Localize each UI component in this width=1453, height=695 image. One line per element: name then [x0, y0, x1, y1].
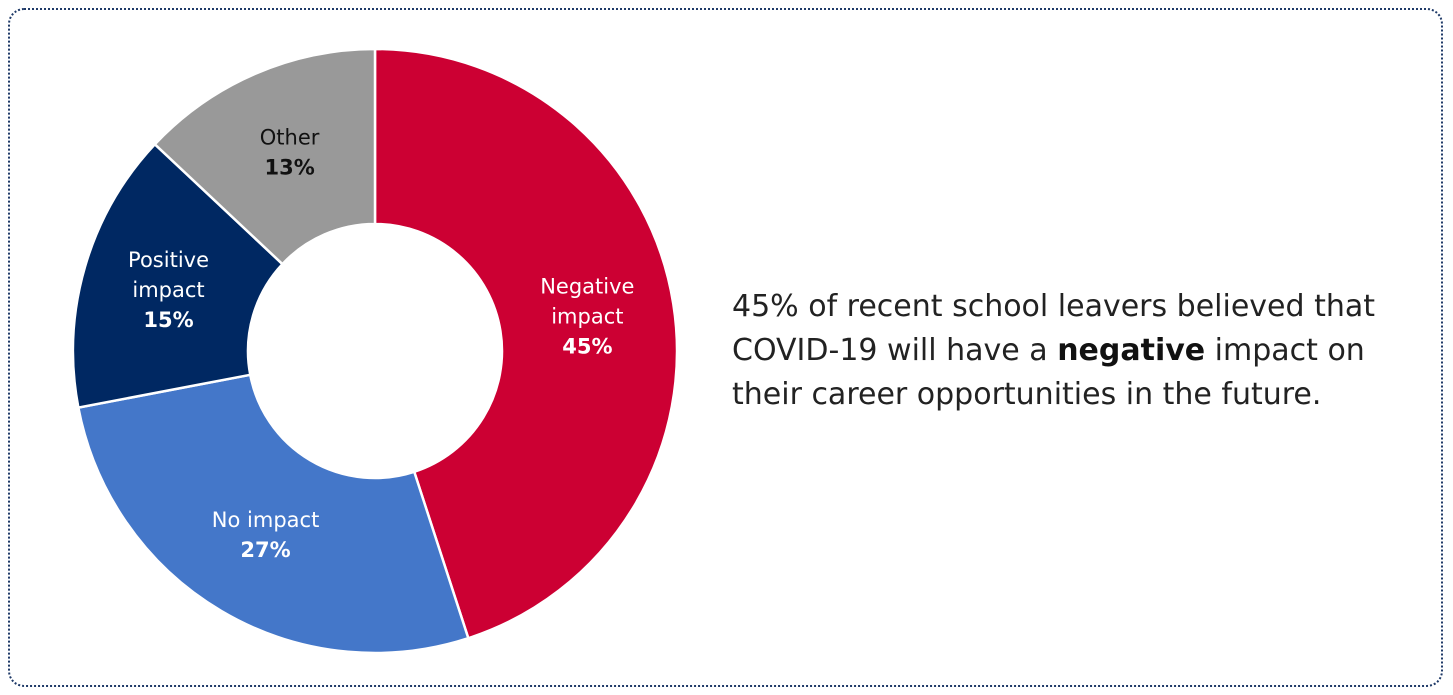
slice-category-no-impact: No impact — [212, 508, 320, 532]
caption-before: 45% of recent school leavers believed th… — [732, 289, 1376, 368]
slice-label-positive-impact: Positive impact 15% — [128, 248, 209, 332]
slice-value-positive-impact: 15% — [143, 308, 193, 332]
slice-no-impact — [76, 373, 470, 655]
slice-label-no-impact: No impact 27% — [212, 508, 320, 562]
slice-category-positive-impact: impact — [132, 278, 204, 302]
slice-value-negative-impact: 45% — [562, 334, 612, 358]
slice-positive-impact — [71, 142, 285, 410]
dotted-frame — [8, 8, 1443, 687]
slice-other — [153, 47, 377, 266]
slice-negative-impact — [373, 47, 679, 640]
slice-category-negative-impact: Negative — [540, 274, 634, 298]
slice-value-no-impact: 27% — [240, 538, 290, 562]
caption-emphasis: negative — [1057, 333, 1206, 368]
slice-category-other: Other — [260, 126, 320, 150]
slice-category-positive-impact: Positive — [128, 248, 209, 272]
slice-category-negative-impact: impact — [551, 304, 623, 328]
slice-label-negative-impact: Negative impact 45% — [540, 274, 634, 358]
donut-chart: Negative impact 45% No impact 27% Positive imp… — [71, 47, 679, 655]
caption-after: impact on their career opportunities in … — [732, 333, 1365, 412]
caption-text: 45% of recent school leavers believed th… — [732, 285, 1422, 417]
slice-value-other: 13% — [264, 156, 314, 180]
slice-label-other: Other 13% — [260, 126, 320, 180]
